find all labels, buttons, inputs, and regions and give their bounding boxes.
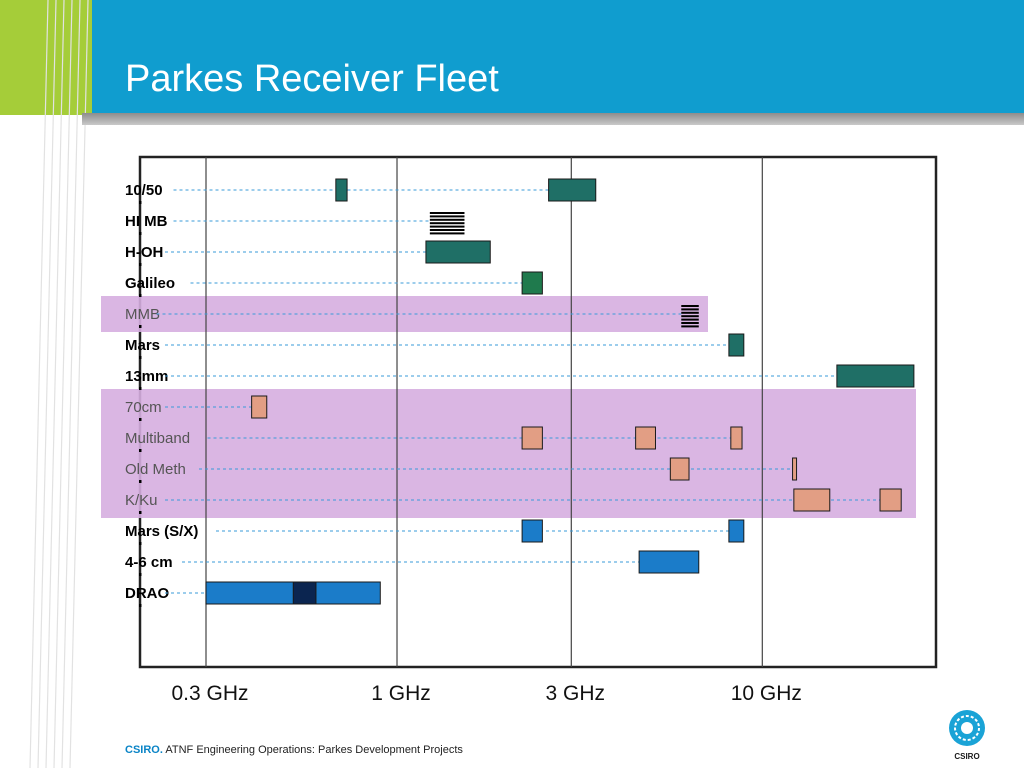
x-tick-label: 0.3 GHz — [171, 682, 248, 705]
band — [728, 333, 745, 357]
band-line — [429, 225, 465, 228]
band — [521, 519, 543, 543]
highlight-group — [101, 389, 916, 518]
row-label: MMB — [125, 306, 160, 323]
band-line — [429, 229, 465, 231]
row-label: Multiband — [125, 430, 190, 447]
row-label: H-OH — [125, 244, 163, 261]
band — [879, 488, 902, 512]
row-tick — [139, 511, 142, 514]
row-tick — [139, 573, 142, 576]
row-tick — [139, 294, 142, 297]
band — [425, 240, 491, 264]
band-line — [681, 311, 699, 314]
row-label: 70cm — [125, 399, 162, 416]
row-label: 13mm — [125, 368, 168, 385]
band — [292, 581, 317, 605]
band — [836, 364, 915, 388]
row-label: HI MB — [125, 213, 168, 230]
row-tick — [139, 387, 142, 390]
row-label: Galileo — [125, 275, 175, 292]
band — [335, 178, 348, 202]
row-label: 10/50 — [125, 182, 163, 199]
band — [251, 395, 268, 419]
row-label: Mars — [125, 337, 160, 354]
band — [730, 426, 743, 450]
x-tick-label: 3 GHz — [546, 682, 606, 705]
band-line — [429, 212, 465, 214]
row-tick — [139, 542, 142, 545]
row-label: K/Ku — [125, 492, 158, 509]
band — [792, 457, 798, 481]
row-label: 4-6 cm — [125, 554, 173, 571]
row-tick — [139, 356, 142, 359]
band-line — [429, 232, 465, 235]
band-line — [429, 215, 465, 218]
row-tick — [139, 449, 142, 452]
band-line — [681, 325, 699, 328]
band-line — [681, 318, 699, 321]
band — [548, 178, 597, 202]
band — [669, 457, 690, 481]
row-label: Old Meth — [125, 461, 186, 478]
row-tick — [139, 418, 142, 421]
band-line — [681, 308, 699, 311]
row-tick — [139, 325, 142, 328]
band-line — [681, 305, 699, 307]
header-bar — [0, 0, 1024, 115]
x-tick-label: 10 GHz — [731, 682, 802, 705]
band-line — [429, 218, 465, 221]
row-label: Mars (S/X) — [125, 523, 198, 540]
logo-text: CSIRO — [954, 752, 979, 761]
band — [521, 271, 543, 295]
band-line — [681, 315, 699, 318]
band — [638, 550, 700, 574]
row-tick — [139, 263, 142, 266]
row-tick — [139, 604, 142, 607]
slide-title: Parkes Receiver Fleet — [125, 58, 499, 100]
band — [728, 519, 745, 543]
band-line — [681, 322, 699, 324]
band — [793, 488, 831, 512]
band-line — [429, 222, 465, 225]
header-shadow-bar — [82, 113, 1024, 125]
footer: CSIRO. ATNF Engineering Operations: Park… — [125, 744, 463, 756]
footer-brand: CSIRO. — [125, 744, 163, 756]
csiro-logo: CSIRO — [949, 710, 985, 761]
band — [635, 426, 656, 450]
row-tick — [139, 232, 142, 235]
row-tick — [139, 201, 142, 204]
band — [521, 426, 543, 450]
row-label: DRAO — [125, 585, 169, 602]
x-tick-label: 1 GHz — [371, 682, 431, 705]
footer-text: ATNF Engineering Operations: Parkes Deve… — [165, 744, 463, 756]
row-tick — [139, 480, 142, 483]
